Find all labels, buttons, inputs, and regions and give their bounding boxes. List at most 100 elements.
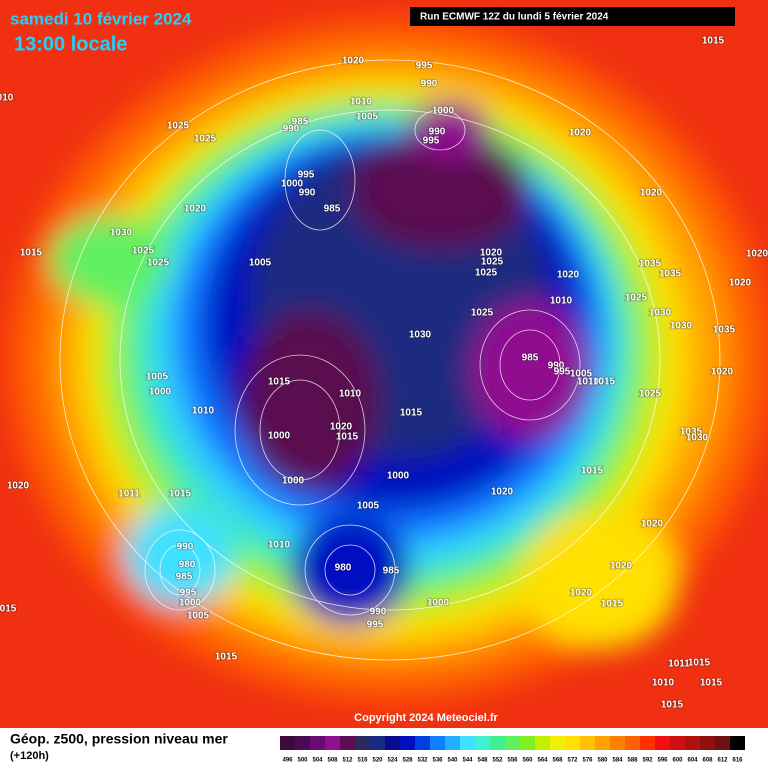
colorbar-label: 516: [357, 758, 368, 764]
isobar-label: 985: [176, 572, 193, 583]
colorbar-swatch: [355, 736, 370, 750]
colorbar-label: 604: [687, 758, 698, 764]
isobar-label: 010: [0, 93, 14, 104]
isobar-label: 1000: [281, 179, 304, 190]
colorbar-swatch: [625, 736, 640, 750]
isobar-label: 1000: [268, 431, 291, 442]
colorbar-label: 540: [447, 758, 458, 764]
isobar-label: 985: [292, 117, 309, 128]
colorbar-swatch: [550, 736, 565, 750]
isobar-label: 1010: [350, 97, 373, 108]
isobar-label: 995: [423, 136, 440, 147]
isobar-label: 995: [298, 170, 315, 181]
colorbar-swatch: [520, 736, 535, 750]
colorbar-swatch: [505, 736, 520, 750]
colorbar-swatch: [685, 736, 700, 750]
colorbar-swatch: [595, 736, 610, 750]
colorbar-swatch: [655, 736, 670, 750]
isobar-label: 1020: [569, 128, 592, 139]
colorbar-swatch: [415, 736, 430, 750]
colorbar-swatch: [535, 736, 550, 750]
isobar-label: 990: [429, 127, 446, 138]
colorbar-swatch: [610, 736, 625, 750]
colorbar-label: 556: [507, 758, 518, 764]
isobar-label: 1020: [184, 204, 207, 215]
colorbar-swatch: [670, 736, 685, 750]
isobar-label: 1030: [409, 330, 432, 341]
colorbar-label: 584: [612, 758, 623, 764]
isobar-label: 1035: [639, 259, 662, 270]
colorbar-label: 560: [522, 758, 533, 764]
run-info: Run ECMWF 12Z du lundi 5 février 2024: [420, 12, 609, 23]
isobar-label: 1005: [146, 372, 169, 383]
colorbar-swatch: [565, 736, 580, 750]
colorbar-label: 612: [717, 758, 728, 764]
isobar-label: 990: [421, 79, 438, 90]
colorbar-label: 552: [492, 758, 503, 764]
colorbar-label: 544: [462, 758, 473, 764]
colorbar-label: 520: [372, 758, 383, 764]
colorbar-swatch: [295, 736, 310, 750]
colorbar-label: 536: [432, 758, 443, 764]
colorbar-swatch: [430, 736, 445, 750]
colorbar-swatch: [700, 736, 715, 750]
colorbar-swatch: [475, 736, 490, 750]
isobar-label: 015: [0, 604, 17, 615]
isobar-label: 1005: [356, 112, 379, 123]
isobar-label: 1000: [179, 598, 202, 609]
isobar-label: 1015: [702, 36, 725, 47]
colorbar-label: 524: [387, 758, 398, 764]
run-box: [410, 7, 735, 26]
isobar-label: 1010: [192, 406, 215, 417]
isobar-label: 980: [335, 563, 352, 574]
isobar-label: 1015: [268, 377, 291, 388]
isobar-label: 985: [522, 353, 539, 364]
isobars: [59, 59, 721, 661]
isobar-label: 1020: [330, 422, 353, 433]
colorbar-label: 504: [312, 758, 323, 764]
colorbar-swatch: [445, 736, 460, 750]
isobar-label: 1025: [194, 134, 217, 145]
isobar-label: 1020: [610, 561, 633, 572]
colorbar-label: 608: [702, 758, 713, 764]
isobar-label: 1020: [7, 481, 30, 492]
isobar-label: 1015: [169, 489, 192, 500]
isobar-label: 1025: [481, 257, 504, 268]
isobar-label: 1020: [557, 270, 580, 281]
isobar-label: 1020: [746, 249, 768, 260]
colorbar-label: 576: [582, 758, 593, 764]
isobar-label: 990: [548, 361, 565, 372]
colorbar-swatch: [640, 736, 655, 750]
isobar-label: 1025: [471, 308, 494, 319]
isobar-label: 1015: [581, 466, 604, 477]
isobar-label: 1025: [639, 389, 662, 400]
isobar-label: 1010: [339, 389, 362, 400]
isobar-label: 1030: [110, 228, 133, 239]
colorbar-label: 512: [342, 758, 353, 764]
isobar-label: 985: [383, 566, 400, 577]
isobar-label: 1015: [400, 408, 423, 419]
colorbar-label: 588: [627, 758, 638, 764]
isobar-label: 1015: [688, 658, 711, 669]
isobar-label: 1030: [649, 308, 672, 319]
isobar-label: 990: [283, 124, 300, 135]
isobar-label: 1010: [268, 540, 291, 551]
isobar-label: 980: [179, 560, 196, 571]
colorbar-label: 596: [657, 758, 668, 764]
colorbar-swatch: [340, 736, 355, 750]
isobar-label: 1020: [641, 519, 664, 530]
colorbar-swatch: [460, 736, 475, 750]
subtitle: 13:00 locale: [14, 33, 127, 55]
colorbar-label: 572: [567, 758, 578, 764]
isobar-label: 1005: [570, 369, 593, 380]
colorbar-label: 616: [732, 758, 743, 764]
isobar-label: 1011: [668, 659, 690, 670]
colorbar-swatch: [370, 736, 385, 750]
isobar-label: 1030: [670, 321, 693, 332]
colorbar-swatch: [490, 736, 505, 750]
colorbar-swatch: [715, 736, 730, 750]
colorbar-label: 580: [597, 758, 608, 764]
isobar-label: 1005: [187, 611, 210, 622]
colorbar-label: 600: [672, 758, 683, 764]
